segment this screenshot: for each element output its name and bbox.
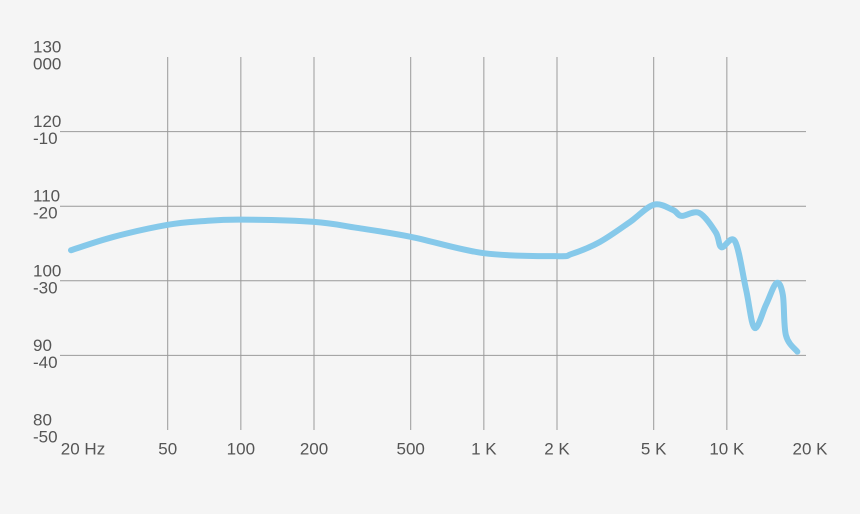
- x-tick-label: 200: [300, 439, 328, 458]
- y-tick-label: 130: [33, 37, 61, 56]
- x-tick-label: 2 K: [544, 439, 570, 458]
- y2-tick-label: -20: [33, 204, 58, 223]
- y-tick-label: 100: [33, 261, 61, 280]
- y2-tick-label: -40: [33, 353, 58, 372]
- y2-tick-label: -10: [33, 129, 58, 148]
- response-line: [68, 201, 801, 355]
- y2-tick-label: 000: [33, 54, 61, 73]
- x-tick-label: 1 K: [471, 439, 497, 458]
- y-tick-label: 120: [33, 112, 61, 131]
- x-tick-label: 5 K: [641, 439, 667, 458]
- y2-tick-label: -50: [33, 427, 58, 446]
- y2-tick-label: -30: [33, 278, 58, 297]
- x-tick-label: 50: [158, 439, 177, 458]
- y-tick-label: 90: [33, 336, 52, 355]
- x-tick-label: 500: [397, 439, 425, 458]
- y-tick-label: 80: [33, 410, 52, 429]
- x-tick-label: 20 Hz: [61, 439, 105, 458]
- x-tick-label: 100: [227, 439, 255, 458]
- x-tick-label: 10 K: [709, 439, 745, 458]
- x-tick-label: 20 K: [793, 439, 829, 458]
- y-tick-label: 110: [33, 187, 60, 206]
